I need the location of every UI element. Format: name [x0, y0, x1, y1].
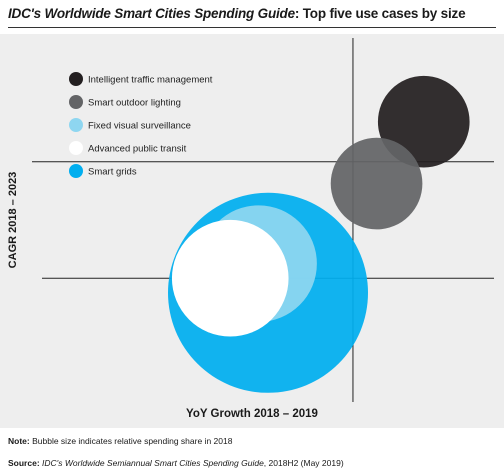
- legend-item-smart-outdoor-lighting: Smart outdoor lighting: [69, 95, 181, 109]
- legend-label-smart-outdoor-lighting: Smart outdoor lighting: [88, 98, 181, 109]
- note-text: Bubble size indicates relative spending …: [29, 436, 233, 446]
- source-title: IDC's Worldwide Semiannual Smart Cities …: [39, 458, 264, 468]
- legend-label-fixed-visual-surveillance: Fixed visual surveillance: [88, 121, 191, 132]
- source-label: Source:: [8, 458, 40, 468]
- legend-item-advanced-public-transit: Advanced public transit: [69, 141, 187, 155]
- legend-swatch-fixed-visual-surveillance: [69, 118, 83, 132]
- legend-label-advanced-public-transit: Advanced public transit: [88, 144, 187, 155]
- legend-label-smart-grids: Smart grids: [88, 167, 137, 178]
- legend-item-intelligent-traffic-management: Intelligent traffic management: [69, 72, 213, 86]
- bubble-intelligent-traffic-management: [377, 75, 470, 168]
- bubble-advanced-public-transit: [171, 219, 289, 337]
- legend-swatch-intelligent-traffic-management: [69, 72, 83, 86]
- chart-title-italic: IDC's Worldwide Smart Cities Spending Gu…: [8, 6, 295, 21]
- chart-title-rest: : Top five use cases by size: [294, 6, 466, 21]
- legend-label-intelligent-traffic-management: Intelligent traffic management: [88, 75, 213, 86]
- chart-title: IDC's Worldwide Smart Cities Spending Gu…: [8, 6, 500, 21]
- legend-swatch-advanced-public-transit: [69, 141, 83, 155]
- source-text: , 2018H2 (May 2019): [263, 458, 344, 468]
- legend-item-smart-grids: Smart grids: [69, 164, 137, 178]
- legend-swatch-smart-outdoor-lighting: [69, 95, 83, 109]
- bubble-smart-outdoor-lighting: [330, 137, 423, 230]
- legend-swatch-smart-grids: [69, 164, 83, 178]
- x-axis-label: YoY Growth 2018 – 2019: [186, 408, 318, 420]
- title-divider: [8, 27, 496, 28]
- chart-source: Source: IDC's Worldwide Semiannual Smart…: [8, 458, 344, 468]
- bubble-chart: Intelligent traffic management Smart outd…: [32, 38, 494, 402]
- legend-item-fixed-visual-surveillance: Fixed visual surveillance: [69, 118, 191, 132]
- chart-note: Note: Bubble size indicates relative spe…: [8, 436, 232, 446]
- y-axis-label: CAGR 2018 – 2023: [7, 171, 19, 269]
- note-label: Note:: [8, 436, 30, 446]
